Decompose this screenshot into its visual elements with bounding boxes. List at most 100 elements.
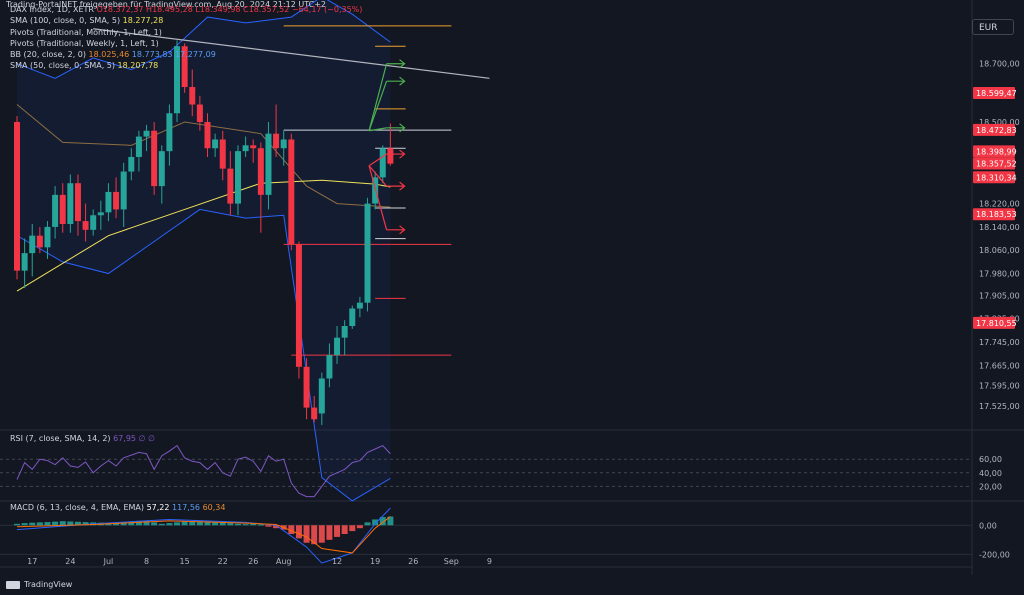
time-axis-label: Jul <box>103 557 114 566</box>
legend-pivots-monthly[interactable]: Pivots (Traditional, Monthly, 1, Left, 1… <box>10 27 162 37</box>
price-tick-label: 17.905,00 <box>979 291 1020 300</box>
candle-body <box>113 191 120 210</box>
candle-body <box>181 46 188 88</box>
macd-histogram-bar <box>219 522 226 526</box>
macd-histogram-bar <box>166 523 173 526</box>
price-tick-label: 18.500,00 <box>979 118 1020 127</box>
forecast-arrow <box>368 165 388 230</box>
forecast-arrow <box>368 63 388 131</box>
macd-histogram-bar <box>82 522 89 526</box>
macd-histogram-bar <box>303 525 310 543</box>
candle-body <box>341 326 348 338</box>
candle-body <box>349 308 356 326</box>
macd-histogram-bar <box>265 525 272 527</box>
time-axis-label: Sep <box>444 557 459 566</box>
macd-histogram-bar <box>379 516 386 526</box>
forecast-arrow-head <box>399 181 406 191</box>
candle-body <box>242 145 249 152</box>
forecast-arrow-head <box>399 225 406 235</box>
macd-histogram-bar <box>59 521 66 526</box>
candle-body <box>67 183 74 224</box>
candle-body <box>372 177 379 204</box>
macd-histogram-bar <box>349 525 356 532</box>
macd-histogram-bar <box>74 521 81 526</box>
macd-histogram-bar <box>273 525 280 529</box>
legend-symbol[interactable]: DAX Index, 1D, XETR O18.372,37 H18.495,2… <box>10 5 363 14</box>
candle-body <box>120 171 127 210</box>
time-axis-label: 17 <box>27 557 37 566</box>
price-tick-label: 18.700,00 <box>979 60 1020 69</box>
forecast-arrow-head <box>399 59 406 69</box>
candle-body <box>219 139 226 169</box>
macd-histogram-bar <box>242 524 249 526</box>
time-axis-label: 9 <box>487 557 492 566</box>
forecast-arrow-head <box>399 76 406 86</box>
price-tick-label: 17.595,00 <box>979 382 1020 391</box>
legend-sma100[interactable]: SMA (100, close, 0, SMA, 5) 18.277,28 <box>10 16 164 26</box>
macd-line <box>16 507 391 564</box>
price-badge-label: 18.310,34 <box>976 173 1017 182</box>
price-tick-label: 17.665,00 <box>979 361 1020 370</box>
legend-sma50[interactable]: SMA (50, close, 0, SMA, 5) 18.207,78 <box>10 61 159 71</box>
candle-body <box>204 122 211 149</box>
candle-body <box>44 226 51 248</box>
macd-histogram-bar <box>334 525 341 537</box>
candle-body <box>14 122 20 271</box>
price-tick-label: 18.060,00 <box>979 246 1020 255</box>
macd-histogram-bar <box>326 525 333 540</box>
forecast-arrow-head <box>399 123 406 133</box>
rsi-level-label: 40,00 <box>979 469 1002 478</box>
candle-body <box>280 139 287 149</box>
macd-histogram-bar <box>181 521 188 526</box>
macd-level-label: 0,00 <box>979 521 997 530</box>
rsi-legend[interactable]: RSI (7, close, SMA, 14, 2) 67,95 ∅ ∅ <box>10 434 156 443</box>
macd-histogram-bar <box>257 524 264 526</box>
trend-line <box>93 28 490 79</box>
price-tick-label: 17.980,00 <box>979 270 1020 279</box>
macd-legend[interactable]: MACD (6, 13, close, 4, EMA, EMA) 57,22 1… <box>10 503 226 512</box>
macd-histogram-bar <box>67 521 74 526</box>
candle-body <box>234 151 241 204</box>
price-tick-label: 17.525,00 <box>979 402 1020 411</box>
macd-histogram-bar <box>318 525 325 543</box>
time-axis-label: 22 <box>218 557 228 566</box>
macd-histogram-bar <box>36 522 43 526</box>
time-axis-label: 15 <box>180 557 190 566</box>
forecast-arrow-head <box>399 149 406 159</box>
candle-body <box>303 366 310 408</box>
price-tick-label: 18.140,00 <box>979 223 1020 232</box>
macd-histogram-bar <box>341 525 348 534</box>
candle-body <box>59 194 66 224</box>
price-badge-label: 18.398,99 <box>976 147 1017 156</box>
macd-histogram-bar <box>189 520 196 526</box>
macd-histogram-bar <box>143 520 150 526</box>
macd-histogram-bar <box>174 522 181 526</box>
tradingview-logo[interactable]: TradingView <box>6 580 72 589</box>
candle-body <box>189 87 196 105</box>
candle-body <box>364 203 371 303</box>
candle-body <box>158 151 165 187</box>
candle-body <box>174 46 181 114</box>
forecast-arrow <box>368 127 387 132</box>
rsi-line <box>16 444 391 498</box>
candle-body <box>212 139 219 149</box>
candle-body <box>356 302 363 309</box>
macd-histogram-bar <box>387 516 394 526</box>
macd-level-label: -200,00 <box>979 550 1010 559</box>
legend-bb[interactable]: BB (20, close, 2, 0) 18.025,46 18.773,83… <box>10 50 216 60</box>
candle-body <box>90 215 97 230</box>
candle-body <box>273 133 280 149</box>
time-axis-label: 26 <box>248 557 258 566</box>
price-badge-label: 18.357,52 <box>976 160 1017 169</box>
bb-lower-line <box>16 208 391 502</box>
macd-histogram-bar <box>212 522 219 526</box>
time-axis-label: 26 <box>408 557 418 566</box>
currency-button[interactable]: EUR <box>972 19 1014 35</box>
legend-pivots-weekly[interactable]: Pivots (Traditional, Weekly, 1, Left, 1) <box>10 38 159 48</box>
candle-body <box>288 139 295 245</box>
candle-body <box>334 337 341 356</box>
chart-header: Trading-PortalNET freigegeben für Tradin… <box>6 0 326 9</box>
price-badge <box>973 208 1015 221</box>
